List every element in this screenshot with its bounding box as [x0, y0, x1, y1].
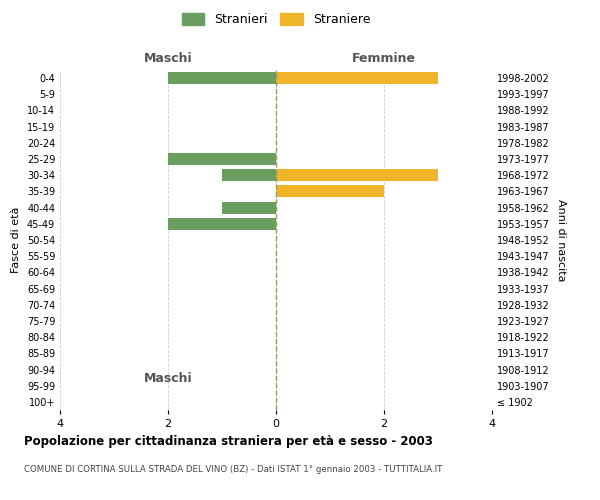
Bar — [222, 169, 276, 181]
Text: Popolazione per cittadinanza straniera per età e sesso - 2003: Popolazione per cittadinanza straniera p… — [24, 435, 433, 448]
Text: Femmine: Femmine — [352, 52, 416, 65]
Bar — [276, 169, 438, 181]
Bar — [168, 218, 276, 230]
Bar — [276, 72, 438, 84]
Bar — [168, 153, 276, 165]
Text: Maschi: Maschi — [143, 372, 193, 385]
Bar — [222, 202, 276, 213]
Y-axis label: Anni di nascita: Anni di nascita — [556, 198, 566, 281]
Text: Maschi: Maschi — [143, 52, 193, 65]
Text: COMUNE DI CORTINA SULLA STRADA DEL VINO (BZ) - Dati ISTAT 1° gennaio 2003 - TUTT: COMUNE DI CORTINA SULLA STRADA DEL VINO … — [24, 465, 442, 474]
Y-axis label: Fasce di età: Fasce di età — [11, 207, 21, 273]
Bar — [168, 72, 276, 84]
Bar — [276, 186, 384, 198]
Legend: Stranieri, Straniere: Stranieri, Straniere — [178, 8, 374, 30]
